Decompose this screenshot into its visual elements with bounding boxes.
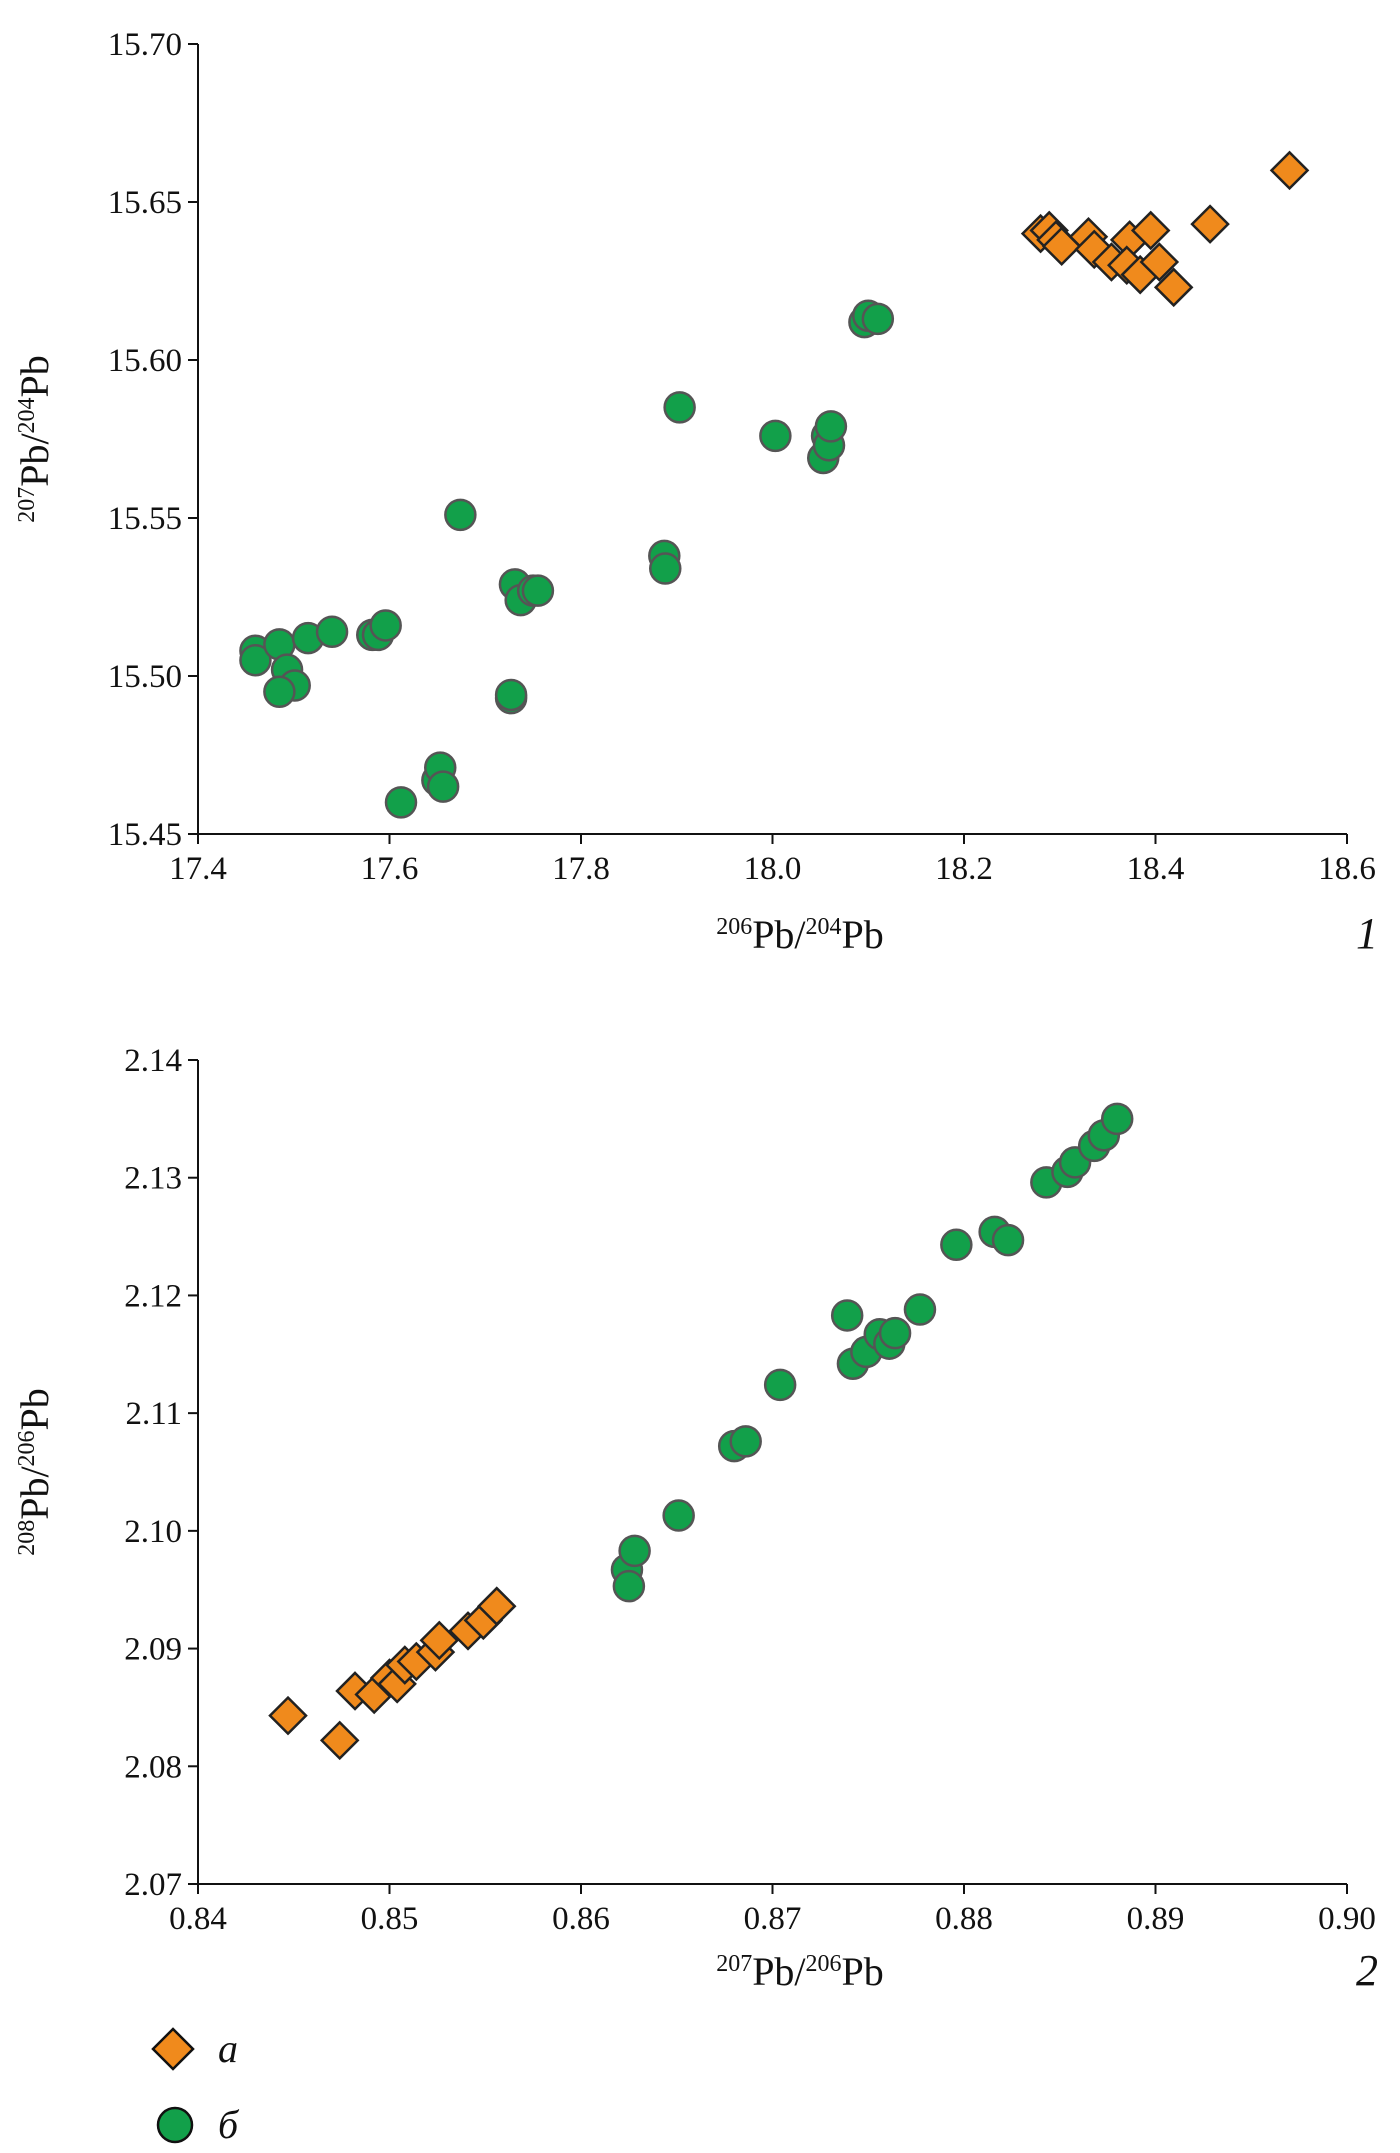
circle-point-b — [369, 609, 402, 642]
label-text: Pb — [842, 912, 884, 957]
y-tick-label: 2.10 — [124, 1514, 182, 1550]
label-superscript: 207 — [716, 1951, 752, 1977]
circle-point-b — [426, 770, 460, 803]
circle-point-b — [763, 1368, 797, 1402]
x-tick-label: 18.2 — [935, 851, 993, 887]
y-tick-label: 15.50 — [108, 659, 182, 695]
circle-point-b — [759, 419, 792, 453]
label-text: Pb — [842, 1949, 884, 1994]
circle-point-b — [940, 1228, 973, 1262]
diamond-point-a — [1139, 242, 1180, 282]
circle-point-b — [494, 678, 528, 712]
y-tick-label: 2.12 — [124, 1278, 182, 1314]
y-tick-label: 2.13 — [124, 1161, 182, 1197]
circle-point-b — [239, 643, 272, 677]
label-superscript: 206 — [806, 1951, 842, 1977]
diamond-point-a — [1130, 210, 1171, 251]
x-tick-label: 0.87 — [744, 1901, 802, 1937]
legend: а б — [151, 2026, 240, 2147]
legend-label-b: б — [218, 2102, 240, 2147]
x-tick-label: 18.0 — [744, 851, 802, 887]
circle-point-b — [1100, 1102, 1134, 1136]
circle-point-b — [878, 1316, 912, 1350]
circle-point-b — [521, 574, 555, 607]
diamond-point-a — [1269, 150, 1310, 191]
x-tick-label: 17.6 — [361, 851, 419, 887]
label-text: Pb — [12, 1388, 57, 1430]
label-superscript: 208 — [14, 1520, 40, 1556]
y-tick-label: 2.11 — [125, 1396, 182, 1432]
circle-point-b — [663, 391, 696, 424]
circle-point-b — [830, 1299, 864, 1332]
legend-circle-marker — [156, 2106, 194, 2144]
y-tick-label: 15.60 — [108, 343, 182, 379]
circle-point-b — [444, 498, 477, 532]
circle-point-b — [814, 410, 848, 443]
x-tick-label: 0.88 — [935, 1901, 993, 1937]
x-tick-label: 0.89 — [1127, 1901, 1185, 1937]
circle-point-b — [991, 1223, 1025, 1257]
circle-point-b — [384, 786, 418, 819]
legend-label-a: а — [218, 2026, 238, 2071]
y-tick-label: 2.09 — [124, 1632, 182, 1668]
circle-point-b — [903, 1293, 937, 1326]
diamond-point-a — [319, 1720, 360, 1761]
x-tick-label: 18.6 — [1318, 851, 1376, 887]
circle-point-b — [612, 1569, 646, 1603]
y-axis-label: 207Pb/204Pb — [12, 355, 57, 523]
x-tick-label: 0.84 — [169, 1901, 227, 1937]
label-superscript: 206 — [14, 1430, 40, 1466]
diamond-point-a — [1153, 267, 1194, 308]
y-tick-label: 15.45 — [108, 817, 182, 853]
label-text: Pb — [12, 355, 57, 397]
x-tick-label: 17.4 — [169, 851, 227, 887]
label-text: Pb/ — [12, 1466, 57, 1520]
diamond-point-a — [476, 1586, 517, 1626]
label-text: Pb/ — [12, 433, 57, 487]
x-tick-label: 18.4 — [1127, 851, 1185, 887]
y-tick-label: 2.14 — [124, 1043, 182, 1079]
label-superscript: 206 — [716, 914, 752, 940]
label-text: Pb/ — [752, 1949, 806, 1994]
panel-number: 2 — [1356, 1946, 1378, 1995]
x-tick-label: 0.86 — [552, 1901, 610, 1937]
x-tick-label: 0.90 — [1318, 1901, 1376, 1937]
circle-point-b — [315, 615, 349, 649]
plot-2-pb207-vs-pb208: 0.84 0.85 0.86 0.87 0.88 0.89 0.90 2.07 2.08 2.09… — [12, 1043, 1378, 1995]
y-tick-label: 2.07 — [124, 1867, 182, 1903]
y-tick-label: 15.55 — [108, 501, 182, 537]
label-superscript: 207 — [14, 487, 40, 523]
diamond-point-a — [419, 1620, 460, 1661]
y-tick-label: 2.08 — [124, 1749, 182, 1785]
circle-point-b — [861, 302, 895, 336]
diamond-point-a — [1190, 204, 1230, 244]
x-tick-label: 17.8 — [552, 851, 610, 887]
x-tick-label: 0.85 — [361, 1901, 419, 1937]
legend-diamond-marker — [151, 2027, 195, 2071]
x-axis-label: 206Pb/204Pb — [716, 912, 884, 957]
circle-point-b — [618, 1534, 651, 1568]
y-axis-label: 208Pb/206Pb — [12, 1388, 57, 1556]
y-tick-label: 15.70 — [108, 27, 182, 63]
circle-point-b — [263, 675, 296, 709]
circle-point-b — [662, 1499, 695, 1532]
y-tick-label: 15.65 — [108, 185, 182, 221]
x-axis-label: 207Pb/206Pb — [716, 1949, 884, 1994]
circle-point-b — [729, 1425, 762, 1458]
diamond-point-a — [268, 1695, 308, 1736]
label-superscript: 204 — [14, 397, 40, 433]
label-superscript: 204 — [806, 914, 842, 940]
plot-1-pb206-vs-pb207: 17.4 17.6 17.8 18.0 18.2 18.4 18.6 15.45 15.50 15… — [12, 27, 1378, 958]
panel-number: 1 — [1356, 909, 1378, 958]
label-text: Pb/ — [752, 912, 806, 957]
circle-point-b — [649, 552, 682, 585]
